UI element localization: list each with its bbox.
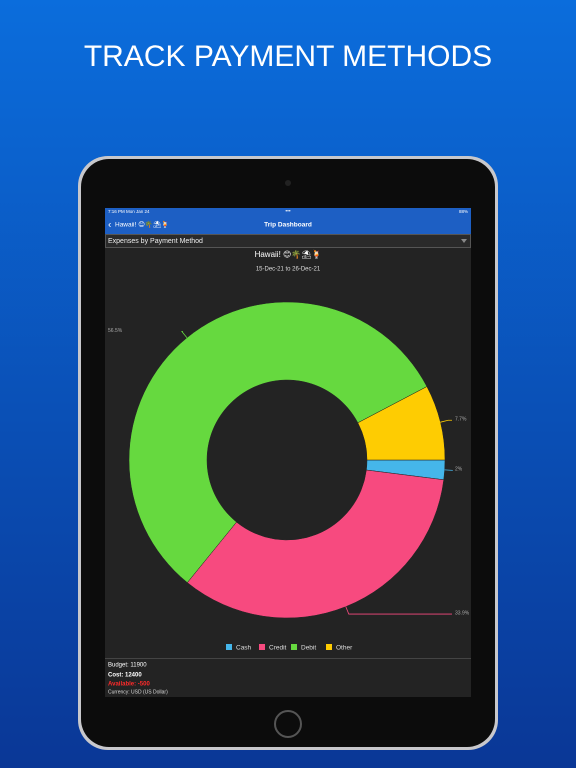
legend-label: Debit	[301, 645, 316, 652]
leader-line	[440, 419, 452, 423]
legend-swatch	[226, 644, 232, 650]
legend-label: Other	[336, 645, 353, 652]
available: Available: -500	[108, 682, 150, 688]
leader-line	[345, 606, 452, 615]
value-label: 7.7%	[455, 417, 467, 423]
dropdown[interactable]	[105, 234, 471, 248]
home-button[interactable]	[274, 710, 302, 738]
leader-line	[181, 331, 188, 338]
dropdown-arrow[interactable]	[461, 239, 467, 243]
heading: TRACK PAYMENT METHODS	[84, 40, 492, 73]
value-label: 33.9%	[455, 610, 470, 616]
legend-swatch	[291, 644, 297, 650]
status-time: 7:16 PM Mon Jan 24	[108, 209, 150, 214]
value-label: 56.5%	[108, 328, 123, 334]
camera	[285, 180, 291, 186]
nav-title: Trip Dashboard	[264, 222, 312, 229]
leader-line	[444, 469, 453, 471]
slice	[128, 301, 428, 583]
back-button[interactable]: Hawaii! 😊🌴⛱🍹	[115, 220, 169, 229]
legend-swatch	[326, 644, 332, 650]
status-battery: 88%	[459, 209, 468, 214]
chart-title: Hawaii! 😊🌴⛱🍹	[255, 249, 322, 259]
value-label: 2%	[455, 467, 463, 473]
legend-label: Cash	[236, 645, 252, 652]
slice	[186, 469, 445, 619]
budget: Budget: 11900	[108, 663, 147, 669]
plot: 2% 33.9% 56.5% 7.7% Cash Credit Debit Other	[108, 301, 470, 652]
legend-swatch	[259, 644, 265, 650]
legend-label: Credit	[269, 645, 287, 652]
status-dots: •••	[285, 208, 291, 214]
chart-subtitle: 15-Dec-21 to 26-Dec-21	[256, 267, 321, 273]
currency: Currency: USD (US Dollar)	[108, 689, 168, 695]
slice	[357, 386, 446, 461]
dropdown-label[interactable]: Expenses by Payment Method	[108, 238, 203, 245]
back-chevron[interactable]: ‹	[108, 220, 111, 231]
cost: Cost: 12400	[108, 673, 142, 679]
nav-bar	[105, 208, 471, 234]
